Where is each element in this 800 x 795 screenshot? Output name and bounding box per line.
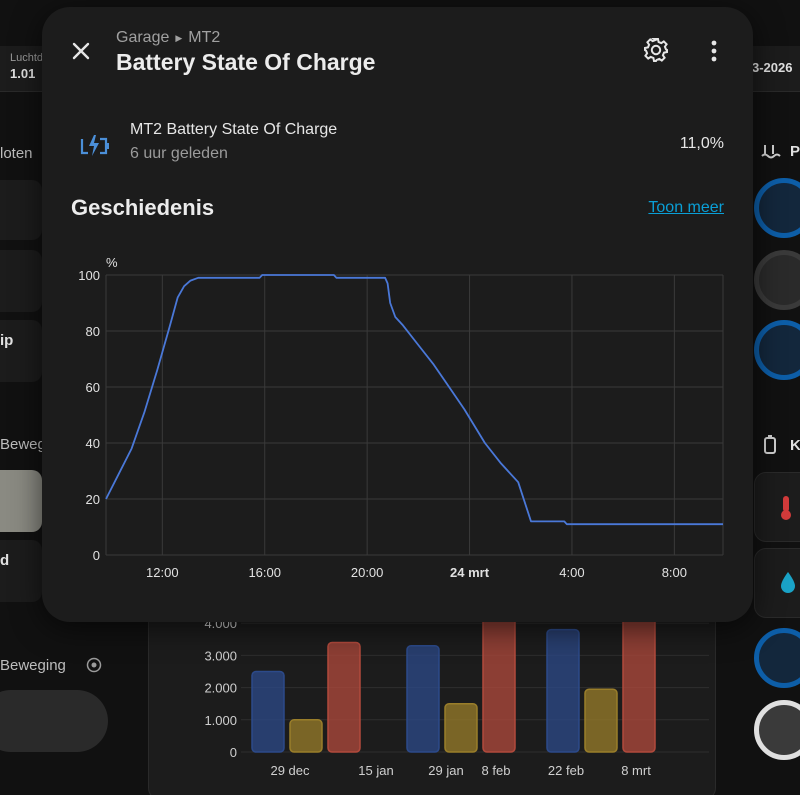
bar-x-tick-label: 15 jan xyxy=(358,763,393,778)
heating-button[interactable] xyxy=(754,628,800,688)
energy-bar xyxy=(251,670,285,753)
battery-icon xyxy=(764,435,776,454)
left-text: loten xyxy=(0,145,33,162)
humidity-card[interactable] xyxy=(754,548,800,618)
entity-name: MT2 Battery State Of Charge xyxy=(130,121,338,138)
chevron-right-icon: ▶ xyxy=(175,32,183,43)
y-tick-label: 80 xyxy=(86,324,100,339)
left-text: d xyxy=(0,552,10,569)
x-tick-label: 16:00 xyxy=(248,565,281,580)
history-title: Geschiedenis xyxy=(71,195,215,220)
header-date: 3-2026 xyxy=(752,60,793,75)
left-card[interactable] xyxy=(0,540,42,602)
history-line-chart[interactable]: 0 20 40 60 80 100 12:00 16:00 20:00 24 mrt 4:00 8:0… xyxy=(42,243,753,593)
left-text: Beweg xyxy=(0,436,46,453)
x-tick-label: 20:00 xyxy=(351,565,384,580)
bar-y-tick-label: 1.000 xyxy=(204,713,237,728)
energy-bar xyxy=(289,719,323,753)
battery-charging-icon xyxy=(80,135,109,156)
x-tick-label: 8:00 xyxy=(662,565,687,580)
left-text: Beweging xyxy=(0,657,66,674)
y-tick-label: 40 xyxy=(86,436,100,451)
y-axis-unit: % xyxy=(106,255,118,270)
entity-state: 11,0% xyxy=(679,135,724,152)
left-card[interactable] xyxy=(0,250,42,312)
pool-pump-button[interactable] xyxy=(754,178,800,238)
x-tick-label: 4:00 xyxy=(559,565,584,580)
bar-x-tick-label: 8 mrt xyxy=(621,763,651,778)
energy-bar xyxy=(406,644,440,753)
gear-icon[interactable] xyxy=(640,34,672,66)
breadcrumb: Garage ▶ MT2 xyxy=(116,29,220,47)
energy-bar xyxy=(327,641,361,753)
entity-last-changed: 6 uur geleden xyxy=(130,145,228,162)
show-more-link[interactable]: Toon meer xyxy=(648,199,724,216)
left-card[interactable] xyxy=(0,180,42,240)
bar-y-tick-label: 2.000 xyxy=(204,681,237,696)
breadcrumb-area[interactable]: Garage xyxy=(116,29,170,46)
thermometer-icon xyxy=(781,496,791,520)
more-info-dialog: Garage ▶ MT2 Battery State Of Charge MT2… xyxy=(42,7,753,622)
y-tick-label: 0 xyxy=(93,548,100,563)
bar-y-tick-label: 3.000 xyxy=(204,648,237,663)
left-text: ip xyxy=(0,332,14,349)
right-section-title: K xyxy=(790,437,800,454)
y-tick-label: 100 xyxy=(78,268,100,283)
bar-x-tick-label: 8 feb xyxy=(482,763,511,778)
sensor-label: Luchtd xyxy=(10,52,44,64)
right-section-title: P xyxy=(790,143,800,160)
pool-light-button[interactable] xyxy=(754,320,800,380)
sensor-value: 1.01 xyxy=(10,66,36,81)
bar-y-tick-label: 0 xyxy=(230,745,237,760)
energy-bar xyxy=(482,601,516,753)
y-tick-label: 60 xyxy=(86,380,100,395)
bar-x-tick-label: 29 jan xyxy=(428,763,463,778)
dialog-title: Battery State Of Charge xyxy=(116,49,376,75)
x-tick-label: 24 mrt xyxy=(450,565,490,580)
breadcrumb-device[interactable]: MT2 xyxy=(188,29,221,46)
energy-bar xyxy=(444,702,478,753)
energy-bar xyxy=(584,688,618,753)
left-toggle-pill[interactable] xyxy=(0,690,108,752)
motion-sensor-icon xyxy=(86,657,102,673)
left-card-image[interactable] xyxy=(0,470,42,532)
dots-vertical-icon[interactable] xyxy=(700,35,728,67)
temperature-card[interactable] xyxy=(754,472,800,542)
energy-bar xyxy=(546,628,580,753)
energy-bar-chart-card: 0 1.000 2.000 3.000 4.000 29 dec 15 jan 29 jan 8… xyxy=(148,600,716,795)
close-icon[interactable] xyxy=(64,34,98,68)
energy-bar xyxy=(622,601,656,753)
pool-heater-button[interactable] xyxy=(754,250,800,310)
left-card[interactable] xyxy=(0,320,42,382)
x-tick-label: 12:00 xyxy=(146,565,179,580)
bar-x-tick-label: 22 feb xyxy=(548,763,584,778)
water-percent-icon xyxy=(781,572,795,593)
y-tick-label: 20 xyxy=(86,492,100,507)
pool-icon xyxy=(761,145,781,159)
battery-soc-line xyxy=(105,274,723,526)
boiler-button[interactable] xyxy=(754,700,800,760)
bar-x-tick-label: 29 dec xyxy=(270,763,310,778)
